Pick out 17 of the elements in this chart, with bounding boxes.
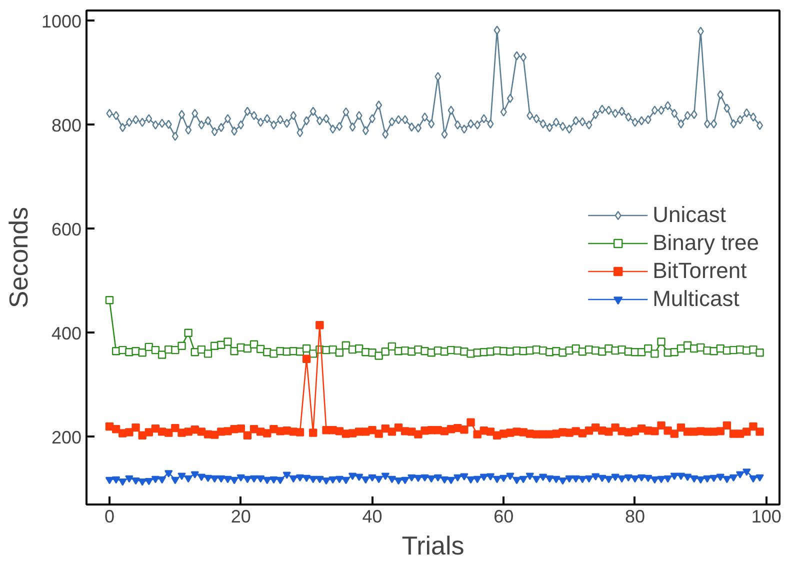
x-axis-title: Trials [402,530,464,560]
y-tick-label: 600 [51,219,82,240]
y-tick-label: 800 [51,115,82,136]
y-axis-title: Seconds [3,206,34,308]
x-tick-label: 80 [624,506,646,526]
legend-label: Unicast [652,202,726,228]
legend-label: Binary tree [652,230,759,256]
y-tick-label: 200 [51,427,82,448]
x-tick-label: 40 [362,506,382,526]
x-tick-label: 0 [104,506,114,526]
y-tick-label: 1000 [41,11,82,32]
y-tick-label: 400 [51,323,82,344]
x-tick-label: 20 [230,506,251,526]
x-tick-label: 60 [494,506,514,526]
x-tick-label: 100 [751,506,782,526]
legend-label: BitTorrent [652,258,747,284]
legend-label: Multicast [652,286,740,312]
